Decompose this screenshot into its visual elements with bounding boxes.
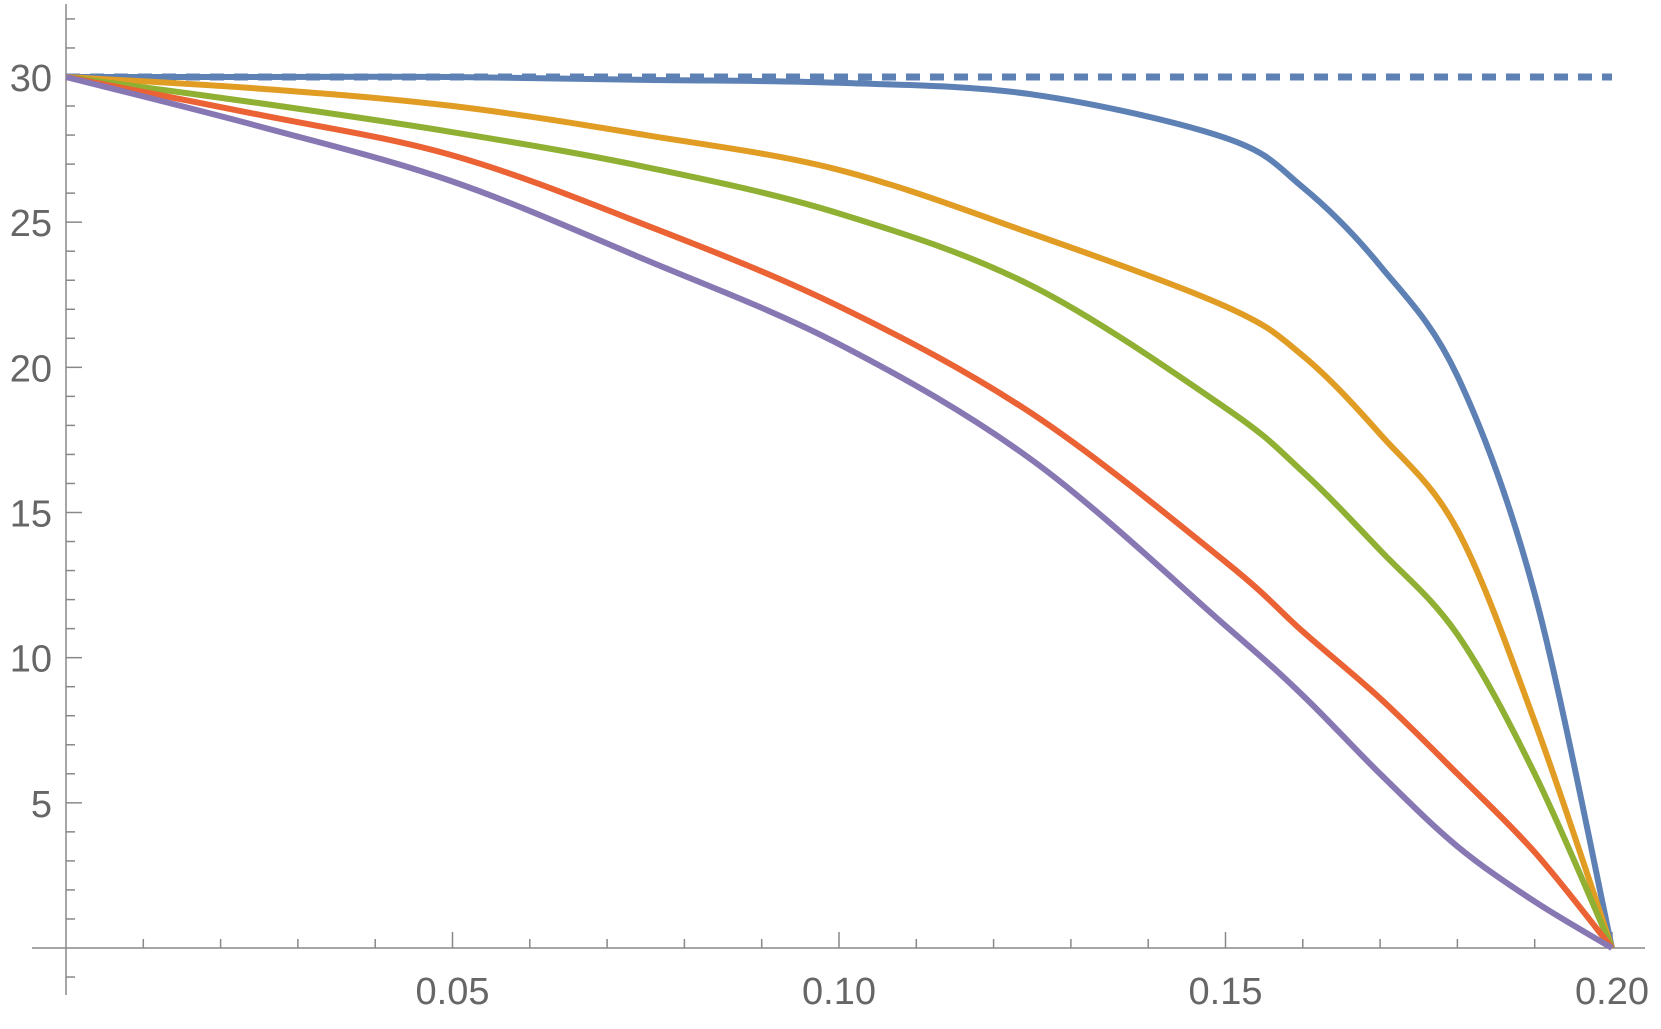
series-line-4 — [65, 74, 1615, 950]
x-tick-label: 0.15 — [1189, 971, 1263, 1013]
y-tick-label: 20 — [10, 348, 52, 390]
series-group — [65, 73, 1615, 951]
y-tick-label: 30 — [10, 58, 52, 100]
x-tick-label: 0.10 — [802, 971, 876, 1013]
series-line-1 — [65, 73, 1615, 949]
y-tick-label: 10 — [10, 639, 52, 681]
x-tick-label: 0.05 — [416, 971, 490, 1013]
tick-labels: 0.05 0.10 0.15 0.20 5 10 15 20 25 30 — [10, 58, 1649, 1013]
y-tick-label: 5 — [31, 784, 52, 826]
axes — [32, 4, 1645, 995]
series-line-2 — [65, 74, 1615, 949]
y-tick-label: 25 — [10, 203, 52, 245]
series-line-3 — [65, 74, 1615, 950]
x-tick-label: 0.20 — [1575, 971, 1649, 1013]
series-line-5 — [65, 74, 1614, 951]
y-tick-label: 15 — [10, 494, 52, 536]
